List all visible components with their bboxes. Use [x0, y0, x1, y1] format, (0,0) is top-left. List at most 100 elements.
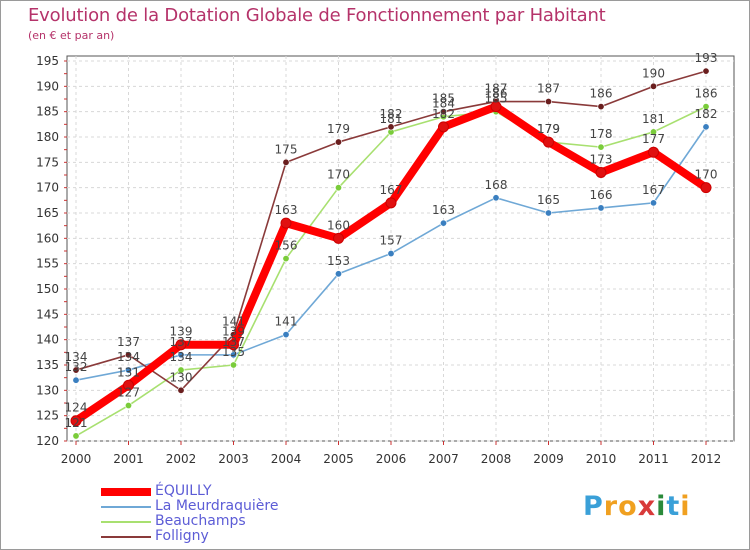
x-tick-label: 2002: [166, 452, 197, 466]
series-point-0: [333, 232, 344, 244]
series-point-1: [439, 219, 447, 227]
logo-letter: i: [656, 491, 667, 522]
x-tick-label: 2001: [113, 452, 144, 466]
series-point-1: [649, 199, 657, 207]
data-label: 187: [485, 82, 508, 96]
series-point-3: [702, 67, 710, 75]
x-tick-label: 2007: [428, 452, 459, 466]
proxiti-logo: Proxiti: [583, 491, 691, 522]
series-point-1: [177, 351, 185, 359]
logo-letter: o: [618, 491, 638, 522]
data-label: 137: [117, 335, 140, 349]
legend-item-beauchamps: Beauchamps: [101, 514, 361, 529]
data-label: 165: [537, 193, 560, 207]
series-point-0: [123, 379, 134, 391]
series-point-0: [700, 182, 712, 194]
data-label: 178: [590, 127, 613, 141]
legend-swatch-equilly: [101, 488, 151, 496]
data-label: 182: [380, 107, 403, 121]
series-point-2: [334, 184, 342, 192]
data-label: 182: [432, 107, 455, 121]
y-tick-label: 175: [36, 155, 59, 169]
data-label: 141: [222, 315, 245, 329]
series-point-2: [597, 143, 605, 151]
logo-letter: i: [680, 491, 691, 522]
y-tick-label: 145: [36, 307, 59, 321]
data-label: 173: [590, 152, 613, 166]
data-label: 179: [537, 122, 560, 136]
y-tick-label: 170: [36, 181, 59, 195]
data-label: 139: [170, 325, 193, 339]
data-label: 190: [642, 66, 665, 80]
series-point-3: [282, 158, 290, 166]
y-tick-label: 165: [36, 206, 59, 220]
logo-letter: r: [603, 491, 619, 522]
data-label: 131: [117, 365, 140, 379]
series-point-3: [649, 82, 657, 90]
data-label: 134: [117, 350, 140, 364]
data-label: 135: [222, 345, 245, 359]
data-label: 157: [380, 234, 403, 248]
data-label: 186: [485, 87, 508, 101]
data-label: 134: [65, 350, 88, 364]
data-label: 193: [695, 51, 718, 65]
logo-letter: t: [666, 491, 681, 522]
data-label: 179: [537, 122, 560, 136]
data-label: 179: [327, 122, 350, 136]
y-tick-label: 180: [36, 130, 59, 144]
y-tick-label: 140: [36, 333, 59, 347]
series-point-2: [72, 432, 80, 440]
data-label: 175: [275, 142, 298, 156]
data-label: 127: [117, 386, 140, 400]
x-tick-label: 2011: [638, 452, 669, 466]
x-tick-label: 2005: [323, 452, 354, 466]
data-label: 137: [170, 335, 193, 349]
data-label: 187: [537, 82, 560, 96]
series-point-3: [72, 366, 80, 374]
data-label: 141: [275, 315, 298, 329]
data-label: 121: [65, 416, 88, 430]
legend-swatch-folligny: [101, 536, 151, 538]
series-point-1: [544, 209, 552, 217]
series-point-2: [702, 103, 710, 111]
legend-label-la-meurdraquiere: La Meurdraquière: [155, 498, 279, 514]
series-point-3: [544, 98, 552, 106]
legend-label-folligny: Folligny: [155, 528, 209, 544]
data-label: 177: [642, 132, 665, 146]
series-point-3: [334, 138, 342, 146]
legend-item-la-meurdraquiere: La Meurdraquière: [101, 499, 361, 514]
chart-title: Evolution de la Dotation Globale de Fonc…: [28, 5, 606, 26]
data-label: 134: [170, 350, 193, 364]
y-tick-label: 185: [36, 105, 59, 119]
data-label: 181: [380, 112, 403, 126]
data-label: 170: [695, 168, 718, 182]
series-point-0: [280, 217, 292, 229]
series-point-3: [597, 103, 605, 111]
logo-letter: P: [583, 491, 604, 522]
series-point-0: [228, 339, 239, 351]
series-point-1: [387, 250, 395, 258]
y-tick-label: 150: [36, 282, 59, 296]
data-label: 156: [275, 239, 298, 253]
legend-label-beauchamps: Beauchamps: [155, 513, 246, 529]
chart-subtitle: (en € et par an): [28, 29, 115, 42]
legend-label-equilly: ÉQUILLY: [155, 483, 212, 499]
y-tick-label: 160: [36, 231, 59, 245]
x-tick-label: 2004: [271, 452, 302, 466]
series-point-1: [702, 123, 710, 131]
x-tick-label: 2006: [376, 452, 407, 466]
series-point-1: [334, 270, 342, 278]
data-label: 137: [222, 335, 245, 349]
y-tick-label: 125: [36, 409, 59, 423]
series-point-3: [177, 386, 185, 394]
y-tick-label: 120: [36, 434, 59, 448]
x-tick-label: 2000: [61, 452, 92, 466]
logo-letter: x: [637, 491, 657, 522]
series-point-2: [282, 255, 290, 263]
data-label: 184: [432, 97, 455, 111]
y-tick-label: 195: [36, 54, 59, 68]
series-point-1: [492, 194, 500, 202]
data-label: 166: [590, 188, 613, 202]
